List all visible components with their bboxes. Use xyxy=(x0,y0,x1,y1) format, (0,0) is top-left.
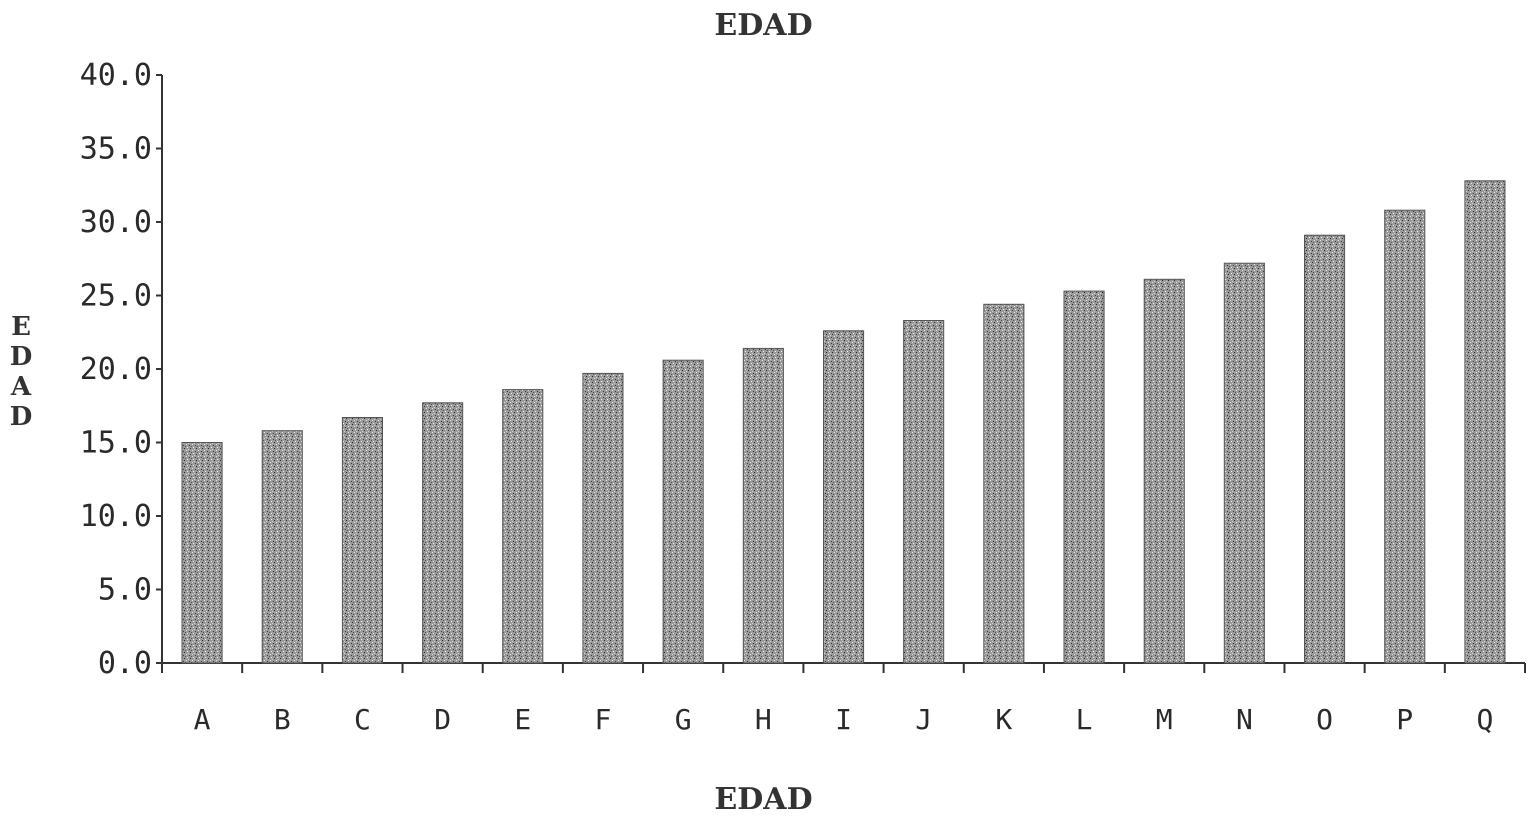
x-tick-label: O xyxy=(1316,703,1333,736)
y-tick-label: 10.0 xyxy=(80,499,152,534)
x-tick-label: E xyxy=(514,703,531,736)
x-tick-label: H xyxy=(755,703,772,736)
x-tick-label: L xyxy=(1076,703,1093,736)
bar-P xyxy=(1384,209,1426,664)
y-tick-label: 35.0 xyxy=(80,132,152,167)
y-tick-label: 20.0 xyxy=(80,352,152,387)
x-tick-label: B xyxy=(274,703,291,736)
bar-F xyxy=(582,372,624,664)
bar-J xyxy=(903,320,945,664)
y-tick-label: 40.0 xyxy=(80,58,152,93)
x-tick-label: I xyxy=(835,703,852,736)
y-tick-label: 30.0 xyxy=(80,205,152,240)
bar-G xyxy=(662,359,704,664)
bar-O xyxy=(1304,234,1346,664)
y-tick-label: 25.0 xyxy=(80,279,152,314)
bar-Q xyxy=(1464,180,1506,664)
x-tick-label: K xyxy=(995,703,1012,736)
x-tick-label: M xyxy=(1156,703,1173,736)
x-tick-label: A xyxy=(194,703,211,736)
x-tick-label: G xyxy=(675,703,692,736)
y-tick-label: 15.0 xyxy=(80,426,152,461)
bar-N xyxy=(1223,262,1265,664)
x-axis: A B C D E F G H I J K L M N O P Q xyxy=(161,662,1526,736)
x-tick-label: D xyxy=(434,703,451,736)
bar-I xyxy=(823,330,865,664)
y-tick-label: 0.0 xyxy=(98,646,152,681)
bar-B xyxy=(261,430,303,664)
y-tick-label: 5.0 xyxy=(98,573,152,608)
bar-H xyxy=(742,347,784,664)
bar-A xyxy=(181,442,223,664)
x-axis-label: EDAD xyxy=(714,782,813,817)
bars xyxy=(181,180,1506,664)
bar-E xyxy=(502,389,544,664)
x-tick-label: C xyxy=(354,703,371,736)
bar-L xyxy=(1063,290,1105,664)
chart-title: EDAD xyxy=(714,8,813,43)
x-tick-label: P xyxy=(1396,703,1413,736)
bar-K xyxy=(983,303,1025,664)
bar-D xyxy=(422,402,464,664)
x-tick-label: J xyxy=(915,703,932,736)
bar-C xyxy=(341,417,383,664)
x-tick-label: F xyxy=(595,703,612,736)
y-axis-label: EDAD xyxy=(9,312,33,432)
y-axis: 0.0 5.0 10.0 15.0 20.0 25.0 30.0 35.0 40.0 xyxy=(80,58,163,681)
x-tick-label: Q xyxy=(1476,703,1493,736)
bar-M xyxy=(1143,278,1185,664)
x-tick-label: N xyxy=(1236,703,1253,736)
